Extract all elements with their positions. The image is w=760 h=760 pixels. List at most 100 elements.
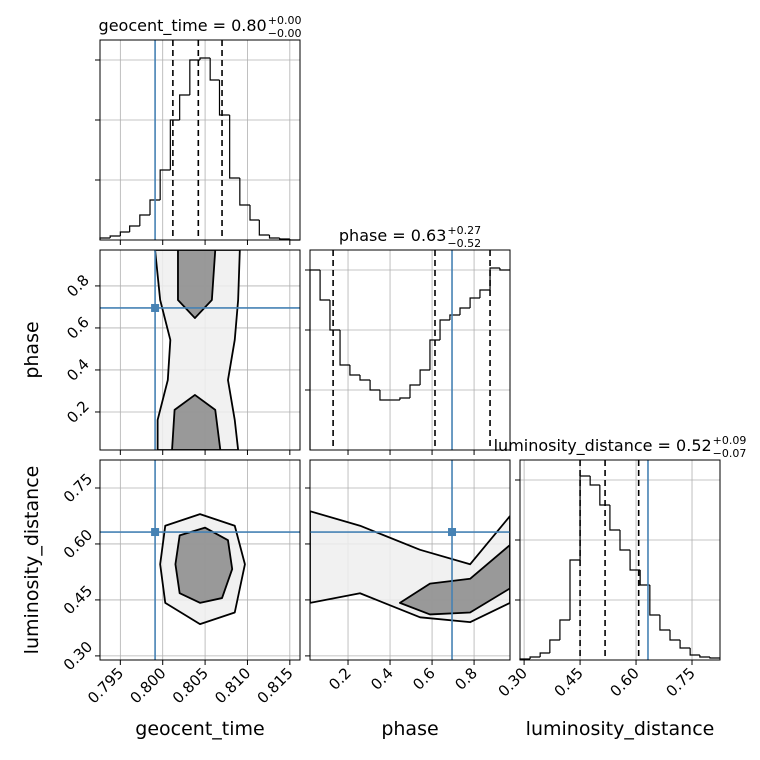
panel-frame <box>309 249 511 451</box>
y-tick-label: 0.75 <box>60 470 96 506</box>
panel-frame <box>99 249 301 451</box>
title-plus: +0.27 <box>447 224 481 237</box>
histogram-step <box>279 238 290 240</box>
histogram-step <box>369 380 380 391</box>
histogram-step <box>379 390 391 401</box>
y-axis-label: phase <box>21 321 43 378</box>
panel-frame <box>99 39 301 241</box>
contour <box>154 250 241 450</box>
y-tick-label: 0.8 <box>63 271 93 301</box>
histogram-step <box>159 169 171 200</box>
title-plus: +0.09 <box>713 434 747 447</box>
truth-marker <box>448 528 457 537</box>
x-tick-label: 0.815 <box>254 664 297 707</box>
panel-bg <box>310 250 510 450</box>
histogram-step <box>559 619 570 640</box>
title: phase = 0.63 <box>339 226 446 245</box>
x-tick-label: 0.75 <box>662 664 698 700</box>
x-axis-label: geocent_time <box>135 718 264 740</box>
title-minus: −0.00 <box>268 27 302 40</box>
histogram-step <box>699 655 710 658</box>
histogram-step <box>689 648 700 656</box>
histogram-step <box>449 314 460 320</box>
x-axis-label: phase <box>381 718 438 740</box>
histogram-step <box>549 639 560 653</box>
histogram-step <box>409 384 421 398</box>
x-tick-label: 0.805 <box>169 664 212 707</box>
x-axis-label: luminosity_distance <box>526 718 715 740</box>
histogram-step <box>429 339 441 370</box>
title-minus: −0.07 <box>713 447 747 460</box>
histogram-step <box>639 570 650 586</box>
histogram-step <box>599 485 610 506</box>
histogram-step <box>239 178 250 206</box>
title-plus: +0.00 <box>268 14 302 27</box>
histogram-step <box>199 57 211 60</box>
histogram-step <box>319 270 330 301</box>
contour <box>171 394 222 450</box>
x-tick-label: 0.8 <box>451 664 481 694</box>
histogram-step <box>499 268 510 271</box>
x-tick-label: 0.795 <box>84 664 127 707</box>
panel-title: phase = 0.63 +0.27−0.52 <box>339 224 481 250</box>
panel-frame <box>309 459 511 661</box>
histogram-step <box>229 115 240 179</box>
y-tick-label: 0.2 <box>63 397 93 427</box>
histogram-step <box>339 330 350 366</box>
truth-marker <box>151 303 160 312</box>
histogram-step <box>169 119 180 170</box>
panel-title: luminosity_distance = 0.52 +0.09−0.07 <box>494 434 747 460</box>
histogram-step <box>179 94 190 120</box>
histogram-step <box>439 319 450 340</box>
histogram-step <box>459 307 471 315</box>
panel-title: geocent_time = 0.80 +0.00−0.00 <box>99 14 302 40</box>
histogram-step <box>129 225 140 232</box>
title: luminosity_distance = 0.52 <box>494 436 712 456</box>
histogram-step <box>649 585 660 616</box>
histogram-step <box>419 369 430 385</box>
histogram-step <box>268 235 280 239</box>
x-tick-label: 0.4 <box>367 664 397 694</box>
histogram-step <box>109 235 121 238</box>
x-tick-label: 0.800 <box>126 664 169 707</box>
histogram-step <box>359 375 371 381</box>
title: geocent_time = 0.80 <box>99 16 267 36</box>
histogram-step <box>629 550 641 571</box>
x-tick-label: 0.2 <box>325 664 355 694</box>
contour <box>174 526 234 604</box>
panel-bg <box>100 40 300 240</box>
x-tick-label: 0.45 <box>551 664 587 700</box>
truth-marker <box>151 528 160 537</box>
y-tick-label: 0.4 <box>63 355 93 385</box>
contour <box>177 250 217 319</box>
histogram-step <box>539 652 550 657</box>
y-tick-label: 0.45 <box>60 582 96 618</box>
histogram-step <box>529 656 541 659</box>
histogram-step <box>589 476 600 486</box>
panel-frame <box>99 459 301 661</box>
histogram-step <box>609 505 620 531</box>
histogram-step <box>709 657 720 659</box>
histogram-step <box>139 214 150 226</box>
x-tick-label: 0.810 <box>211 664 254 707</box>
histogram-step <box>149 199 161 215</box>
histogram-step <box>399 397 410 400</box>
histogram-step <box>258 220 270 236</box>
histogram-step <box>669 630 681 641</box>
y-axis-label: luminosity_distance <box>21 466 43 655</box>
histogram-step <box>479 289 491 298</box>
title-minus: −0.52 <box>447 237 481 250</box>
histogram-step <box>679 640 691 649</box>
histogram-step <box>209 58 220 81</box>
contour <box>399 544 510 616</box>
histogram-step <box>119 231 130 236</box>
y-tick-label: 0.30 <box>60 638 96 674</box>
panel-bg <box>520 460 720 660</box>
histogram-step <box>249 205 260 221</box>
histogram-step <box>659 615 670 631</box>
panel-frame <box>519 459 721 661</box>
histogram-step <box>218 80 230 116</box>
y-tick-label: 0.6 <box>63 313 93 343</box>
